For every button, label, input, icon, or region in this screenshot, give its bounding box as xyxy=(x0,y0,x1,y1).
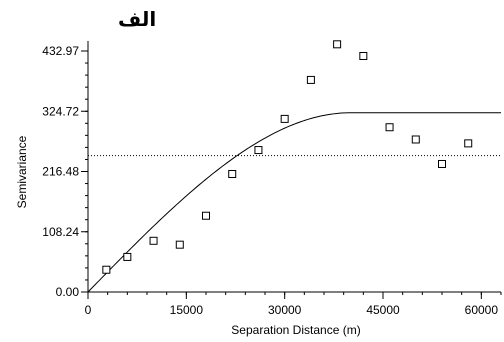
data-point xyxy=(438,159,446,168)
x-tick-label: 30000 xyxy=(268,303,302,317)
data-point xyxy=(333,40,342,49)
y-tick-label: 216.48 xyxy=(42,165,79,179)
data-point xyxy=(175,240,184,249)
data-point xyxy=(359,51,368,60)
y-axis-title: Semivariance xyxy=(15,135,29,208)
y-tick-label: 324.72 xyxy=(42,104,79,118)
data-point xyxy=(123,252,132,261)
data-point xyxy=(280,114,289,123)
model-curve xyxy=(87,112,501,293)
data-point xyxy=(464,139,473,148)
data-point xyxy=(411,135,420,144)
y-tick-label: 108.24 xyxy=(42,225,79,239)
data-point xyxy=(306,75,315,84)
model-line xyxy=(87,112,501,293)
data-point xyxy=(202,211,210,220)
data-point xyxy=(254,146,263,155)
x-tick-label: 60000 xyxy=(465,303,499,317)
data-point xyxy=(385,123,394,132)
y-tick-label: 432.97 xyxy=(42,44,79,58)
data-points xyxy=(102,40,473,274)
x-tick-label: 0 xyxy=(85,303,92,317)
x-axis-title: Separation Distance (m) xyxy=(231,323,360,337)
x-tick-label: 45000 xyxy=(366,303,400,317)
chart-title: الف xyxy=(118,7,156,31)
data-point xyxy=(102,265,111,274)
x-tick-label: 15000 xyxy=(170,303,204,317)
y-tick-label: 0.00 xyxy=(56,285,80,299)
data-point xyxy=(149,236,158,245)
axes: 0.00 108.24 216.48 324.72 432.97 0 15000 30000 4… xyxy=(42,41,502,317)
data-point xyxy=(228,169,237,178)
